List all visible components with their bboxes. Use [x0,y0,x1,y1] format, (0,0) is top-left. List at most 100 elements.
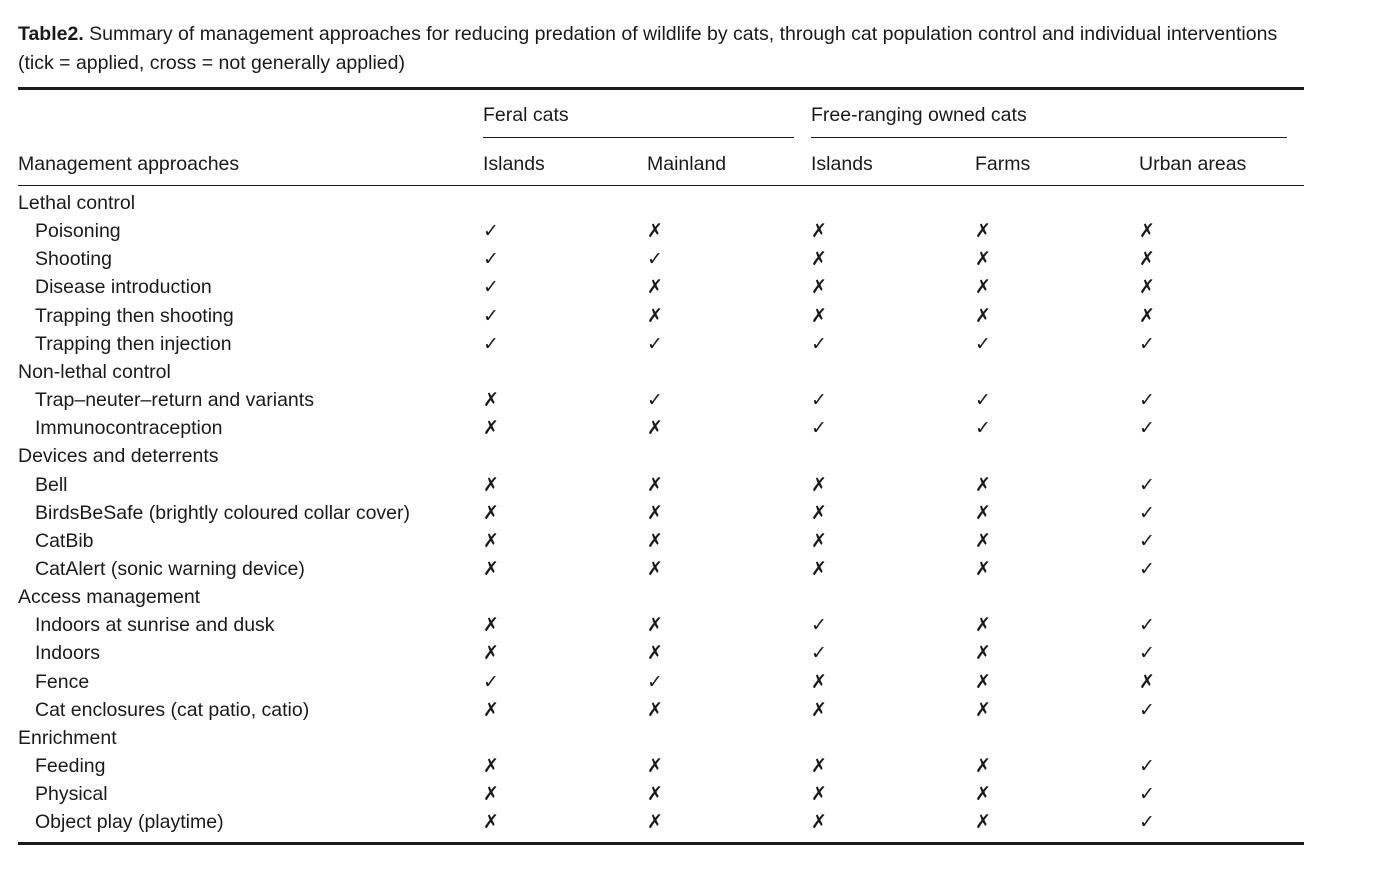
cross-icon: ✗ [483,642,499,665]
check-icon: ✓ [811,389,827,412]
cross-icon: ✗ [647,783,663,806]
row-label: Trapping then shooting [35,304,234,327]
cross-icon: ✗ [975,304,991,327]
cross-icon: ✗ [647,276,663,299]
check-icon: ✓ [1139,783,1155,806]
section-title: Devices and deterrents [18,445,219,468]
check-icon: ✓ [1139,642,1155,665]
cross-icon: ✗ [647,557,663,580]
section-title: Access management [18,586,201,609]
check-icon: ✓ [647,248,663,271]
section-title: Non-lethal control [18,360,171,383]
cross-icon: ✗ [647,642,663,665]
cross-icon: ✗ [811,670,827,693]
top-rule [18,87,1304,90]
cross-icon: ✗ [483,698,499,721]
cross-icon: ✗ [975,642,991,665]
cross-icon: ✗ [1139,276,1155,299]
check-icon: ✓ [1139,332,1155,355]
bottom-rule [18,842,1304,845]
caption-text: Summary of management approaches for red… [18,23,1278,74]
cross-icon: ✗ [647,529,663,552]
cross-icon: ✗ [975,811,991,834]
check-icon: ✓ [1139,557,1155,580]
cross-icon: ✗ [811,501,827,524]
cross-icon: ✗ [975,248,991,271]
cross-icon: ✗ [811,473,827,496]
cross-icon: ✗ [483,417,499,440]
check-icon: ✓ [811,332,827,355]
cross-icon: ✗ [483,529,499,552]
row-label: CatAlert (sonic warning device) [35,557,305,580]
cross-icon: ✗ [975,220,991,243]
check-icon: ✓ [1139,698,1155,721]
cross-icon: ✗ [975,529,991,552]
row-label: Indoors [35,642,101,665]
row-label: Cat enclosures (cat patio, catio) [35,698,310,721]
check-icon: ✓ [1139,473,1155,496]
cross-icon: ✗ [975,501,991,524]
cross-icon: ✗ [647,304,663,327]
column-header: Urban areas [1139,153,1247,175]
column-header: Mainland [647,153,727,175]
cross-icon: ✗ [811,557,827,580]
check-icon: ✓ [1139,614,1155,637]
column-header: Islands [811,153,873,175]
column-header: Farms [975,153,1031,175]
cross-icon: ✗ [811,220,827,243]
cross-icon: ✗ [647,811,663,834]
row-label: Disease introduction [35,276,212,299]
table-caption: Table2. Summary of management approaches… [18,20,1318,78]
cross-icon: ✗ [811,529,827,552]
check-icon: ✓ [975,332,991,355]
check-icon: ✓ [975,417,991,440]
row-label: Physical [35,783,108,806]
cross-icon: ✗ [975,698,991,721]
row-label: Bell [35,473,68,496]
group-rule-feral [483,137,794,139]
row-label: Immunocontraception [35,417,223,440]
cross-icon: ✗ [975,670,991,693]
cross-icon: ✗ [647,473,663,496]
check-icon: ✓ [975,389,991,412]
row-label: Trapping then injection [35,332,232,355]
cross-icon: ✗ [483,501,499,524]
group-header: Free-ranging owned cats [811,104,1027,126]
check-icon: ✓ [811,614,827,637]
cross-icon: ✗ [483,557,499,580]
cross-icon: ✗ [647,698,663,721]
cross-icon: ✗ [483,755,499,777]
check-icon: ✓ [483,220,499,243]
section-title: Lethal control [18,192,136,214]
check-icon: ✓ [647,389,663,412]
cross-icon: ✗ [483,811,499,834]
row-label: Feeding [35,755,106,777]
cross-icon: ✗ [975,473,991,496]
cross-icon: ✗ [811,248,827,271]
cross-icon: ✗ [811,698,827,721]
cross-icon: ✗ [811,755,827,777]
check-icon: ✓ [483,248,499,271]
section-title: Enrichment [18,726,117,749]
cross-icon: ✗ [647,220,663,243]
check-icon: ✓ [1139,755,1155,777]
cross-icon: ✗ [975,276,991,299]
cross-icon: ✗ [975,755,991,777]
row-label: Trap–neuter–return and variants [35,389,314,412]
header-rule [18,185,1304,187]
cross-icon: ✗ [811,276,827,299]
cross-icon: ✗ [811,783,827,806]
group-rule-owned [811,137,1287,139]
row-label: BirdsBeSafe (brightly coloured collar co… [35,501,410,524]
row-label: Object play (playtime) [35,811,224,834]
check-icon: ✓ [811,642,827,665]
cross-icon: ✗ [975,783,991,806]
group-header: Feral cats [483,104,569,126]
cross-icon: ✗ [483,783,499,806]
check-icon: ✓ [1139,389,1155,412]
caption-label: Table2. [18,23,84,45]
cross-icon: ✗ [975,614,991,637]
check-icon: ✓ [1139,417,1155,440]
cross-icon: ✗ [647,417,663,440]
